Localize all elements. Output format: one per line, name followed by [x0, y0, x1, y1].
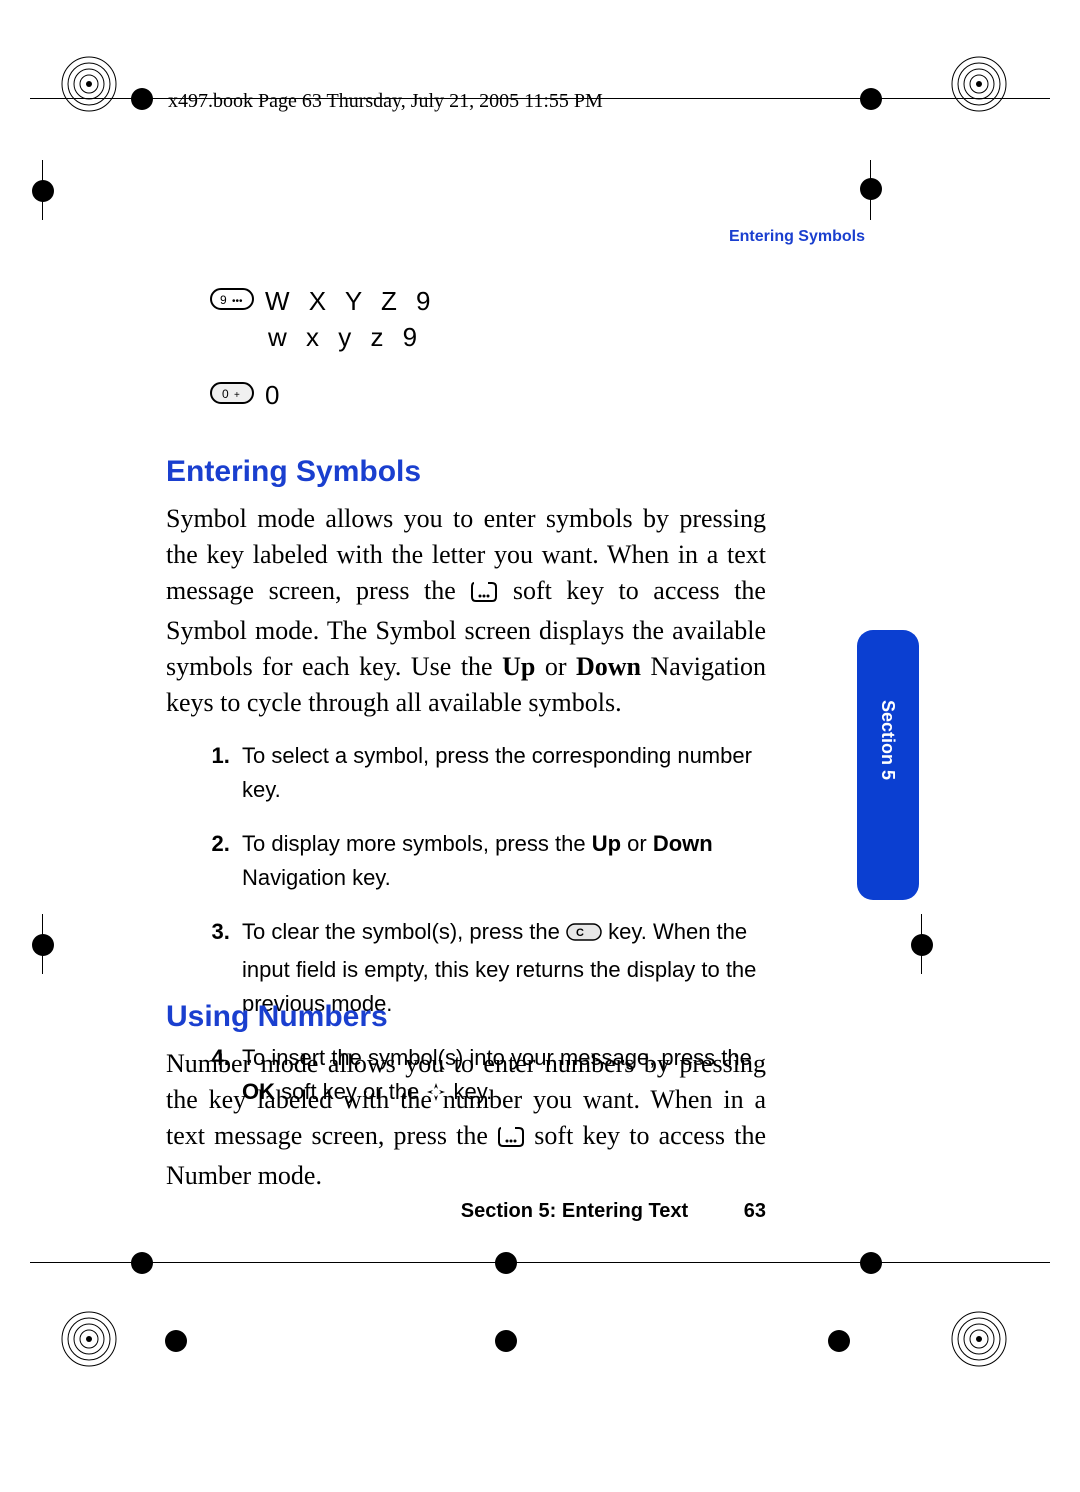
up-label: Up	[502, 652, 535, 681]
svg-text:•••: •••	[232, 296, 243, 307]
svg-text:C: C	[576, 927, 584, 939]
up-label: Up	[592, 831, 621, 856]
para-text: or	[535, 652, 576, 681]
clear-key-icon: C	[566, 919, 602, 953]
crop-tick-icon	[42, 914, 43, 974]
softkey-icon	[470, 577, 498, 613]
step-text: Navigation key.	[242, 865, 391, 890]
page-info-header: x497.book Page 63 Thursday, July 21, 200…	[168, 90, 603, 113]
footer-section: Section 5: Entering Text	[461, 1200, 688, 1222]
phone-key-9-icon: 9 •••	[210, 288, 254, 319]
crop-dot-icon	[911, 934, 933, 956]
registration-mark-icon	[60, 55, 118, 113]
svg-text:+: +	[234, 390, 240, 401]
key-9-lowercase: w x y z 9	[268, 322, 423, 353]
step-text: To display more symbols, press the	[242, 831, 592, 856]
heading-using-numbers: Using Numbers	[166, 1000, 766, 1034]
crop-tick-icon	[42, 160, 43, 220]
crop-dot-icon	[860, 1252, 882, 1274]
crop-tick-icon	[921, 914, 922, 974]
down-label: Down	[576, 652, 641, 681]
crop-dot-icon	[131, 88, 153, 110]
crop-dot-icon	[860, 88, 882, 110]
crop-dot-icon	[165, 1330, 187, 1352]
registration-mark-icon	[950, 1310, 1008, 1368]
registration-mark-icon	[60, 1310, 118, 1368]
key-0-char: 0	[265, 380, 285, 411]
step-text: or	[621, 831, 653, 856]
svg-text:9: 9	[220, 293, 227, 307]
phone-key-0-icon: 0+	[210, 382, 254, 413]
key-9-uppercase: W X Y Z 9	[265, 286, 437, 317]
crop-dot-icon	[495, 1330, 517, 1352]
softkey-icon	[497, 1122, 525, 1158]
heading-entering-symbols: Entering Symbols	[166, 455, 766, 489]
down-label: Down	[653, 831, 713, 856]
registration-mark-icon	[950, 55, 1008, 113]
page-footer: Section 5: Entering Text 63	[166, 1200, 766, 1223]
crop-line-bottom	[30, 1262, 1050, 1263]
footer-page-number: 63	[744, 1200, 766, 1222]
crop-dot-icon	[32, 934, 54, 956]
step-2: To display more symbols, press the Up or…	[236, 827, 766, 895]
entering-symbols-paragraph: Symbol mode allows you to enter symbols …	[166, 501, 766, 721]
svg-text:0: 0	[222, 387, 229, 401]
crop-dot-icon	[131, 1252, 153, 1274]
crop-dot-icon	[860, 178, 882, 200]
section-tab-label: Section 5	[877, 700, 898, 780]
step-text: To clear the symbol(s), press the	[242, 919, 566, 944]
using-numbers-paragraph: Number mode allows you to enter numbers …	[166, 1046, 766, 1194]
step-1: To select a symbol, press the correspond…	[236, 739, 766, 807]
running-header: Entering Symbols	[729, 228, 865, 246]
crop-dot-icon	[32, 180, 54, 202]
crop-tick-icon	[870, 160, 871, 220]
crop-dot-icon	[828, 1330, 850, 1352]
section-using-numbers: Using Numbers Number mode allows you to …	[166, 1000, 766, 1212]
crop-dot-icon	[495, 1252, 517, 1274]
